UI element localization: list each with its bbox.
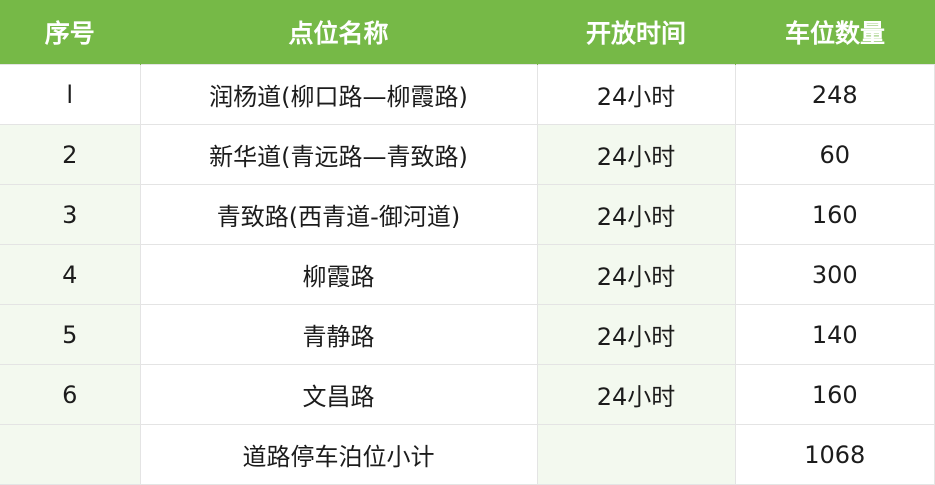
header-spaces: 车位数量	[735, 0, 935, 65]
cell-spaces: 300	[734, 244, 935, 305]
cell-location: 润杨道(柳口路—柳霞路)	[139, 64, 538, 125]
cell-index: 6	[0, 364, 141, 425]
cell-location: 文昌路	[139, 364, 538, 425]
cell-hours: 24小时	[536, 124, 736, 185]
cell-hours: 24小时	[536, 364, 736, 425]
header-row: 序号 点位名称 开放时间 车位数量	[0, 0, 935, 65]
table-row: l 润杨道(柳口路—柳霞路) 24小时 248	[0, 64, 935, 125]
header-location: 点位名称	[140, 0, 538, 65]
cell-index: 3	[0, 184, 141, 245]
table-row: 6 文昌路 24小时 160	[0, 364, 935, 425]
cell-location: 柳霞路	[139, 244, 538, 305]
cell-location: 道路停车泊位小计	[139, 424, 538, 485]
cell-spaces: 140	[734, 304, 935, 365]
table-row: 道路停车泊位小计 1068	[0, 424, 935, 485]
cell-location: 新华道(青远路—青致路)	[139, 124, 538, 185]
cell-index	[0, 424, 141, 485]
cell-location: 青静路	[139, 304, 538, 365]
cell-index: 4	[0, 244, 141, 305]
cell-spaces: 160	[734, 364, 935, 425]
header-hours: 开放时间	[537, 0, 736, 65]
cell-index: l	[0, 64, 141, 125]
table-row: 2 新华道(青远路—青致路) 24小时 60	[0, 124, 935, 185]
cell-spaces: 248	[734, 64, 935, 125]
cell-spaces: 160	[734, 184, 935, 245]
cell-index: 5	[0, 304, 141, 365]
cell-location: 青致路(西青道-御河道)	[139, 184, 538, 245]
cell-hours: 24小时	[536, 184, 736, 245]
cell-hours	[536, 424, 736, 485]
table-row: 4 柳霞路 24小时 300	[0, 244, 935, 305]
cell-spaces: 1068	[734, 424, 935, 485]
table-row: 3 青致路(西青道-御河道) 24小时 160	[0, 184, 935, 245]
cell-hours: 24小时	[536, 244, 736, 305]
cell-hours: 24小时	[536, 304, 736, 365]
cell-spaces: 60	[734, 124, 935, 185]
table-row: 5 青静路 24小时 140	[0, 304, 935, 365]
cell-index: 2	[0, 124, 141, 185]
cell-hours: 24小时	[536, 64, 736, 125]
header-index: 序号	[0, 0, 141, 65]
